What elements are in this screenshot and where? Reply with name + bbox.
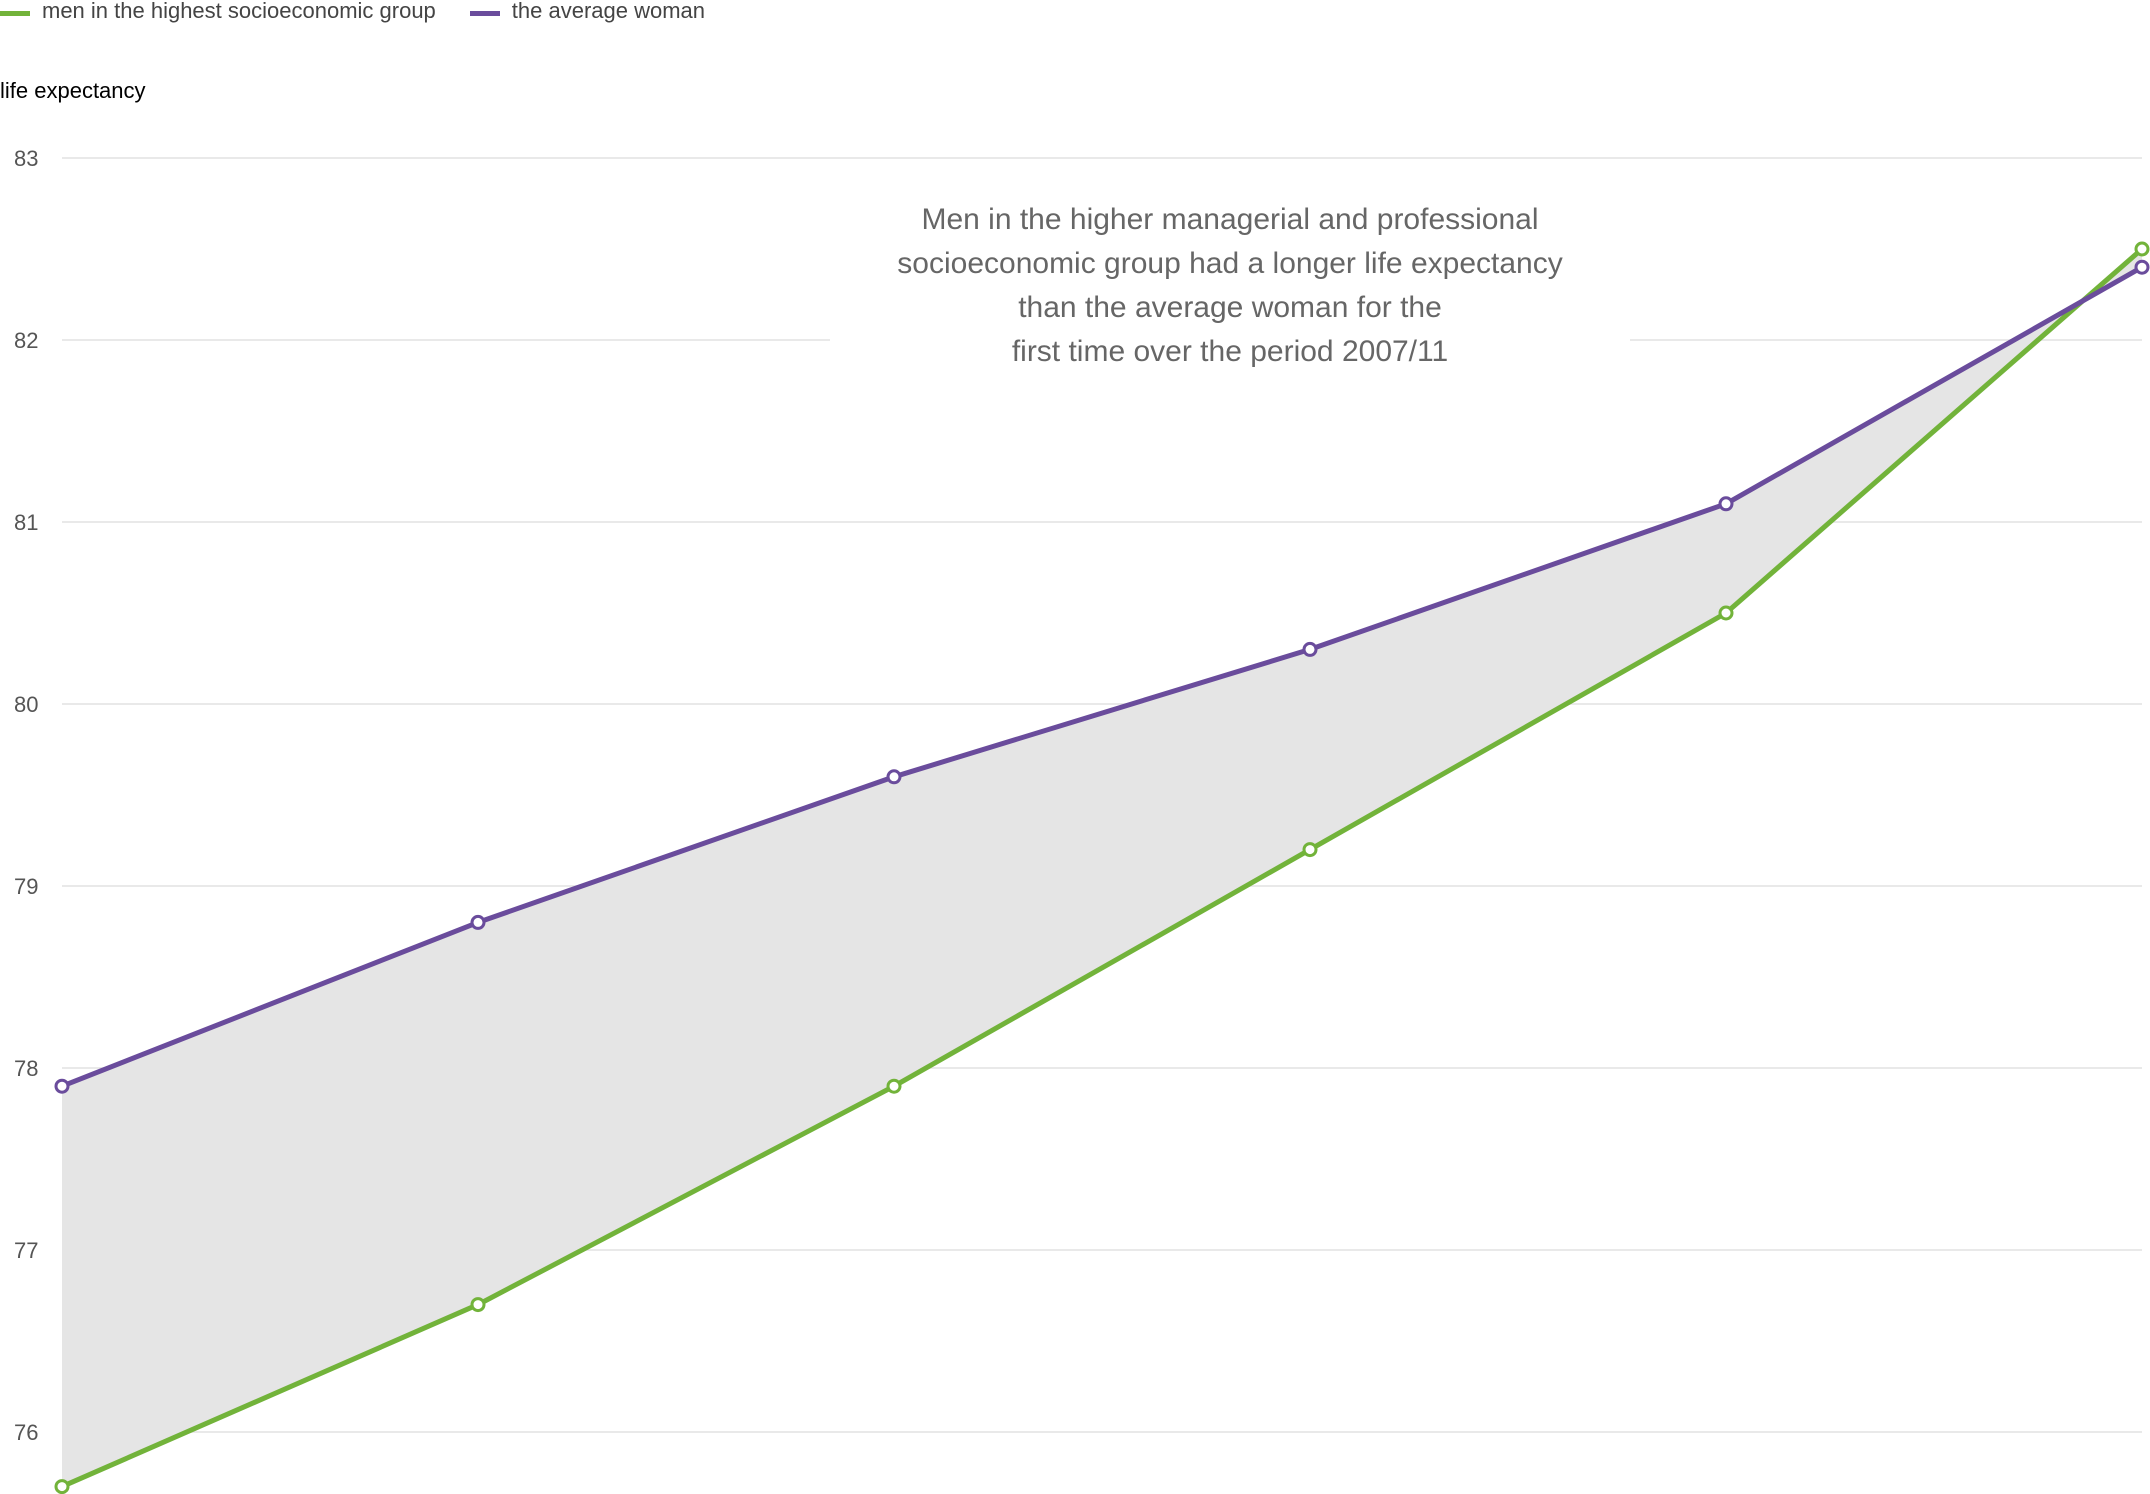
data-point-1-0[interactable] (54, 1078, 70, 1094)
y-axis-title: life expectancy (0, 78, 146, 103)
data-point-0-2[interactable] (886, 1078, 902, 1094)
legend-item-men[interactable]: men in the highest socioeconomic group (0, 0, 436, 24)
data-point-1-2[interactable] (886, 769, 902, 785)
y-tick-label: 81 (14, 510, 38, 535)
data-point-0-0[interactable] (54, 1479, 70, 1494)
y-tick-label: 78 (14, 1056, 38, 1081)
gap-area-fill (62, 249, 2142, 1487)
data-point-0-3[interactable] (1302, 842, 1318, 858)
gap-area (62, 249, 2142, 1487)
series-lines (59, 246, 2145, 1490)
chart-annotation: Men in the higher managerial and profess… (830, 198, 1630, 374)
legend: men in the highest socioeconomic group t… (0, 0, 739, 24)
data-point-1-5[interactable] (2134, 259, 2150, 275)
legend-swatch-men (0, 10, 30, 16)
data-point-0-1[interactable] (470, 1297, 486, 1313)
data-point-1-4[interactable] (1718, 496, 1734, 512)
series-line-1[interactable] (59, 264, 2145, 1089)
y-axis-ticks: 76 77 78 79 80 81 82 83 (14, 146, 38, 1445)
legend-label-women: the average woman (511, 0, 706, 23)
y-tick-label: 83 (14, 146, 38, 171)
y-tick-label: 79 (14, 874, 38, 899)
legend-swatch-women (469, 10, 500, 16)
y-tick-label: 82 (14, 328, 38, 353)
data-point-1-3[interactable] (1302, 641, 1318, 657)
y-tick-label: 76 (14, 1420, 38, 1445)
series-points (54, 241, 2150, 1494)
data-point-1-1[interactable] (470, 914, 486, 930)
legend-label-men: men in the highest socioeconomic group (42, 0, 436, 23)
data-point-0-4[interactable] (1718, 605, 1734, 621)
series-line-0[interactable] (59, 246, 2145, 1490)
legend-item-women[interactable]: the average woman (469, 0, 706, 24)
y-tick-label: 77 (14, 1238, 38, 1263)
data-point-0-5[interactable] (2134, 241, 2150, 257)
y-tick-label: 80 (14, 692, 38, 717)
